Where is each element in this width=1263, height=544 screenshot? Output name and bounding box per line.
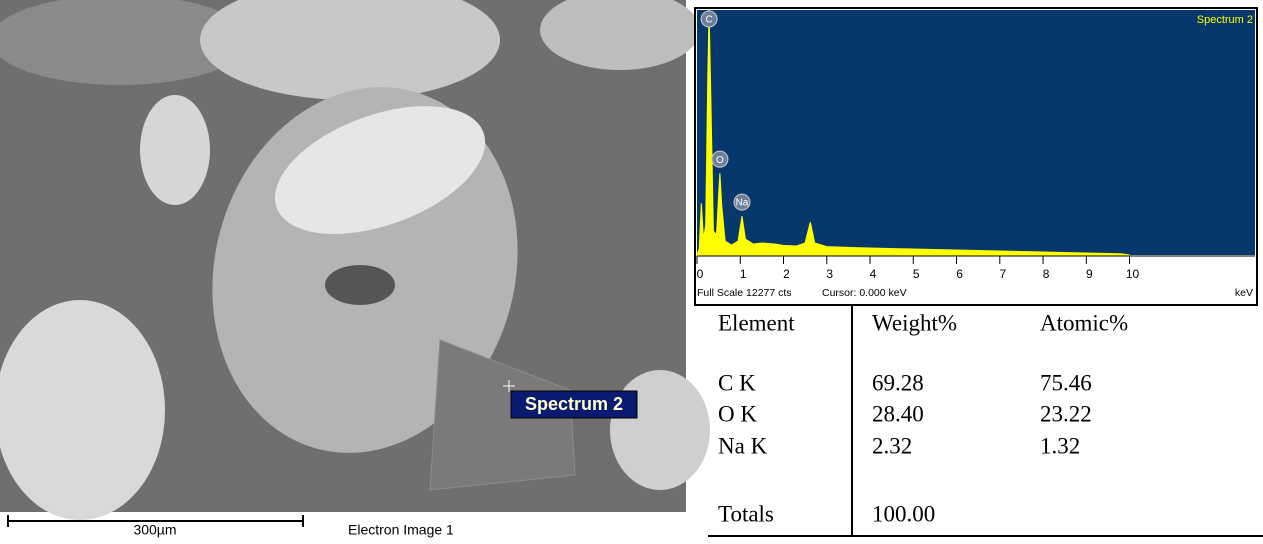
chart-title: Spectrum 2 bbox=[1197, 14, 1253, 26]
table-cell: 28.40 bbox=[872, 401, 924, 426]
x-tick-label: 3 bbox=[826, 267, 833, 281]
table-cell: 1.32 bbox=[1040, 433, 1080, 458]
table-cell: Na K bbox=[718, 433, 768, 458]
table-header: Element bbox=[718, 310, 795, 335]
x-tick-label: 5 bbox=[913, 267, 920, 281]
x-axis-label: keV bbox=[1235, 287, 1253, 299]
full-scale-label: Full Scale 12277 cts bbox=[697, 287, 792, 299]
peak-label: C bbox=[705, 15, 712, 26]
table-total: 100.00 bbox=[872, 501, 935, 526]
table-cell: O K bbox=[718, 401, 757, 426]
page: Spectrum 2 300µm Electron Image 1 Spectr… bbox=[0, 0, 1263, 539]
table-cell: 69.28 bbox=[872, 370, 924, 395]
spectrum-marker-label: Spectrum 2 bbox=[525, 394, 623, 414]
x-tick-label: 9 bbox=[1086, 267, 1093, 281]
table-total: Totals bbox=[718, 501, 774, 526]
table-cell: 2.32 bbox=[872, 433, 912, 458]
table-header: Weight% bbox=[872, 310, 957, 335]
x-tick-label: 0 bbox=[697, 267, 704, 281]
x-tick-label: 2 bbox=[783, 267, 790, 281]
scale-bar-label: 300µm bbox=[133, 522, 176, 538]
peak-label: Na bbox=[736, 198, 749, 209]
table-header: Atomic% bbox=[1040, 310, 1128, 335]
sem-image: Spectrum 2 300µm Electron Image 1 bbox=[0, 0, 710, 538]
peak-label: O bbox=[716, 155, 724, 166]
table-cell: 23.22 bbox=[1040, 401, 1092, 426]
table-cell: C K bbox=[718, 370, 756, 395]
results-table bbox=[708, 306, 1263, 536]
x-tick-label: 4 bbox=[870, 267, 877, 281]
cursor-label: Cursor: 0.000 keV bbox=[822, 287, 907, 299]
image-caption: Electron Image 1 bbox=[348, 522, 454, 538]
x-tick-label: 1 bbox=[740, 267, 747, 281]
x-tick-label: 10 bbox=[1126, 267, 1140, 281]
spectrum-chart: Spectrum 2 Full Scale 12277 cts Cursor: … bbox=[695, 8, 1257, 305]
x-tick-label: 8 bbox=[1043, 267, 1050, 281]
x-tick-label: 7 bbox=[999, 267, 1006, 281]
x-tick-label: 6 bbox=[956, 267, 963, 281]
table-cell: 75.46 bbox=[1040, 370, 1092, 395]
